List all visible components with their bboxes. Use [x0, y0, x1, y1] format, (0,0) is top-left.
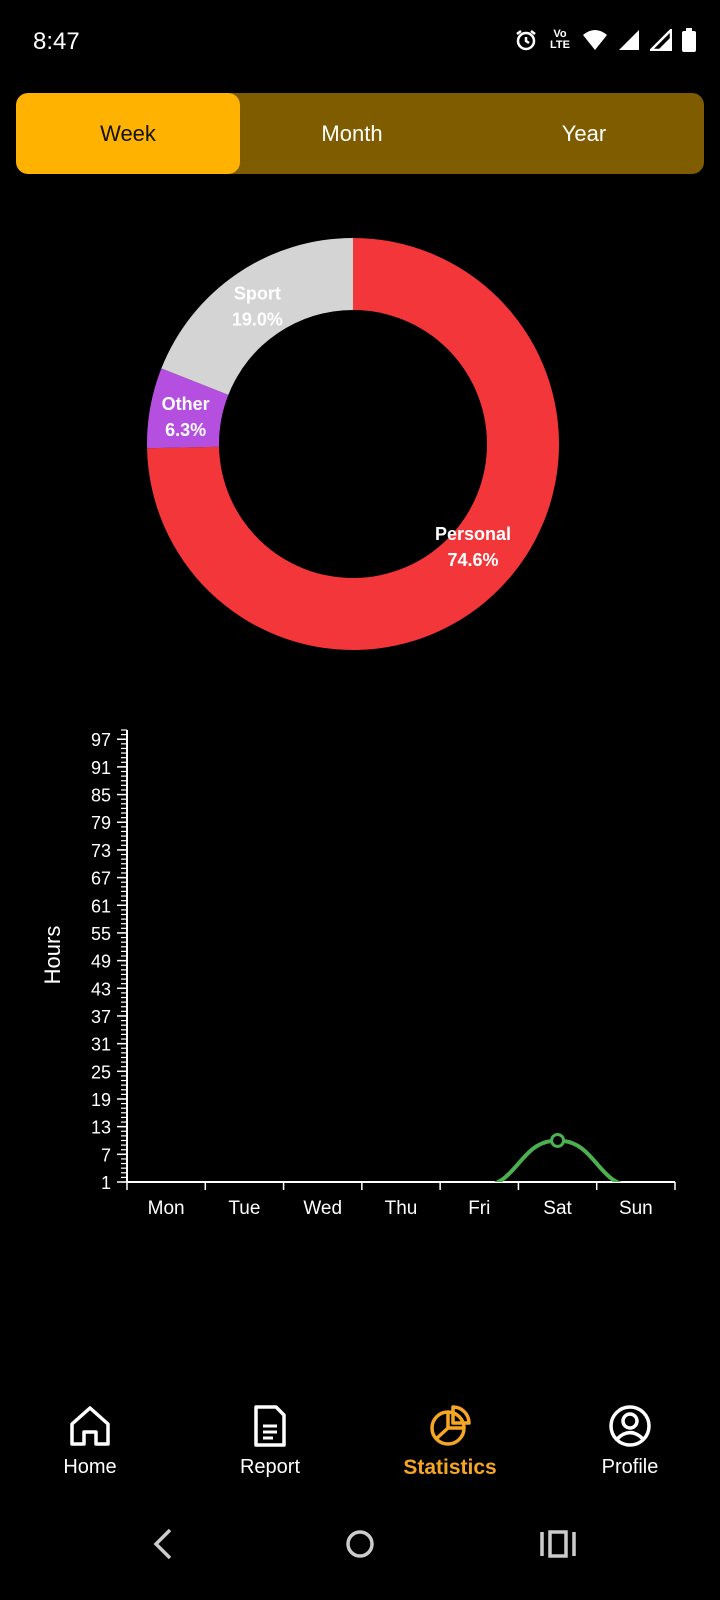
- y-tick-label: 37: [91, 1007, 111, 1027]
- home-icon: [70, 1406, 110, 1446]
- x-tick-label: Sat: [543, 1198, 572, 1219]
- nav-report[interactable]: Report: [185, 1390, 355, 1490]
- y-tick-label: 97: [91, 730, 111, 750]
- x-tick-label: Fri: [468, 1198, 490, 1219]
- x-tick-label: Thu: [385, 1198, 418, 1219]
- donut-slice-personal: [147, 238, 559, 650]
- back-icon[interactable]: [148, 1524, 178, 1564]
- tab-week[interactable]: Week: [16, 93, 240, 174]
- nav-home[interactable]: Home: [5, 1390, 175, 1490]
- donut-percent-sport: 19.0%: [232, 309, 283, 329]
- x-tick-label: Wed: [303, 1198, 342, 1219]
- status-time: 8:47: [33, 28, 80, 55]
- bottom-nav: Home Report Statistics Profile: [0, 1390, 720, 1500]
- donut-label-personal: Personal: [435, 524, 511, 544]
- y-axis-label: Hours: [40, 926, 65, 985]
- status-bar: 8:47 Vo LTE: [0, 0, 720, 84]
- hours-line-chart: Hours 1 7 13 19 25 31 37 43 49 55 61 67 73 79 85 91 97 M…: [0, 700, 720, 1260]
- battery-icon: [682, 28, 696, 52]
- profile-icon: [609, 1405, 651, 1447]
- y-tick-label: 7: [101, 1145, 111, 1165]
- line-chart-svg: Hours 1 7 13 19 25 31 37 43 49 55 61 67 73 79 85 91 97 M…: [40, 729, 676, 1219]
- donut-percent-personal: 74.6%: [447, 550, 498, 570]
- y-tick-label: 25: [91, 1062, 111, 1082]
- y-tick-label: 1: [101, 1173, 111, 1193]
- y-tick-label: 85: [91, 786, 111, 806]
- donut-svg: Personal 74.6% Other 6.3% Sport 19.0%: [147, 238, 559, 650]
- alarm-icon: [514, 28, 538, 52]
- home-circle-icon[interactable]: [340, 1524, 380, 1564]
- data-point-marker[interactable]: [550, 1132, 566, 1148]
- y-tick-label: 49: [91, 952, 111, 972]
- tab-year[interactable]: Year: [561, 120, 607, 146]
- category-donut-chart: Personal 74.6% Other 6.3% Sport 19.0%: [0, 220, 720, 670]
- report-icon: [254, 1405, 286, 1447]
- nav-statistics[interactable]: Statistics: [365, 1390, 535, 1490]
- status-icons: Vo LTE: [514, 28, 696, 52]
- y-tick-label: 91: [91, 758, 111, 778]
- y-tick-label: 61: [91, 896, 111, 916]
- x-tick-label: Sun: [619, 1198, 653, 1219]
- donut-slice-sport: [161, 238, 353, 395]
- y-tick-label: 73: [91, 841, 111, 861]
- y-tick-label: 13: [91, 1118, 111, 1138]
- y-tick-label: 19: [91, 1090, 111, 1110]
- y-tick-label: 55: [91, 924, 111, 944]
- signal-icon: [618, 29, 640, 51]
- x-tick-label: Mon: [148, 1198, 185, 1219]
- y-tick-label: 67: [91, 869, 111, 889]
- nav-profile[interactable]: Profile: [545, 1390, 715, 1490]
- nav-profile-label: Profile: [601, 1456, 659, 1478]
- donut-label-other: Other: [162, 394, 210, 414]
- nav-report-label: Report: [239, 1456, 301, 1478]
- y-tick-label: 43: [91, 979, 111, 999]
- recents-icon[interactable]: [538, 1524, 578, 1564]
- nav-home-label: Home: [63, 1456, 117, 1478]
- tab-month[interactable]: Month: [321, 120, 383, 146]
- wifi-icon: [582, 29, 608, 51]
- signal-icon-2: [650, 29, 672, 51]
- series-line: [493, 1138, 622, 1182]
- y-tick-label: 79: [91, 813, 111, 833]
- donut-slice-other: [147, 368, 229, 449]
- volte-icon: Vo LTE: [550, 28, 570, 51]
- y-tick-label: 31: [91, 1035, 111, 1055]
- pie-chart-icon: [430, 1405, 471, 1446]
- period-tabs: Week Month Year: [16, 93, 704, 174]
- nav-statistics-label: Statistics: [403, 1456, 497, 1479]
- x-tick-label: Tue: [228, 1198, 260, 1219]
- system-nav-bar: [0, 1500, 720, 1600]
- donut-label-sport: Sport: [234, 283, 281, 303]
- donut-percent-other: 6.3%: [165, 420, 206, 440]
